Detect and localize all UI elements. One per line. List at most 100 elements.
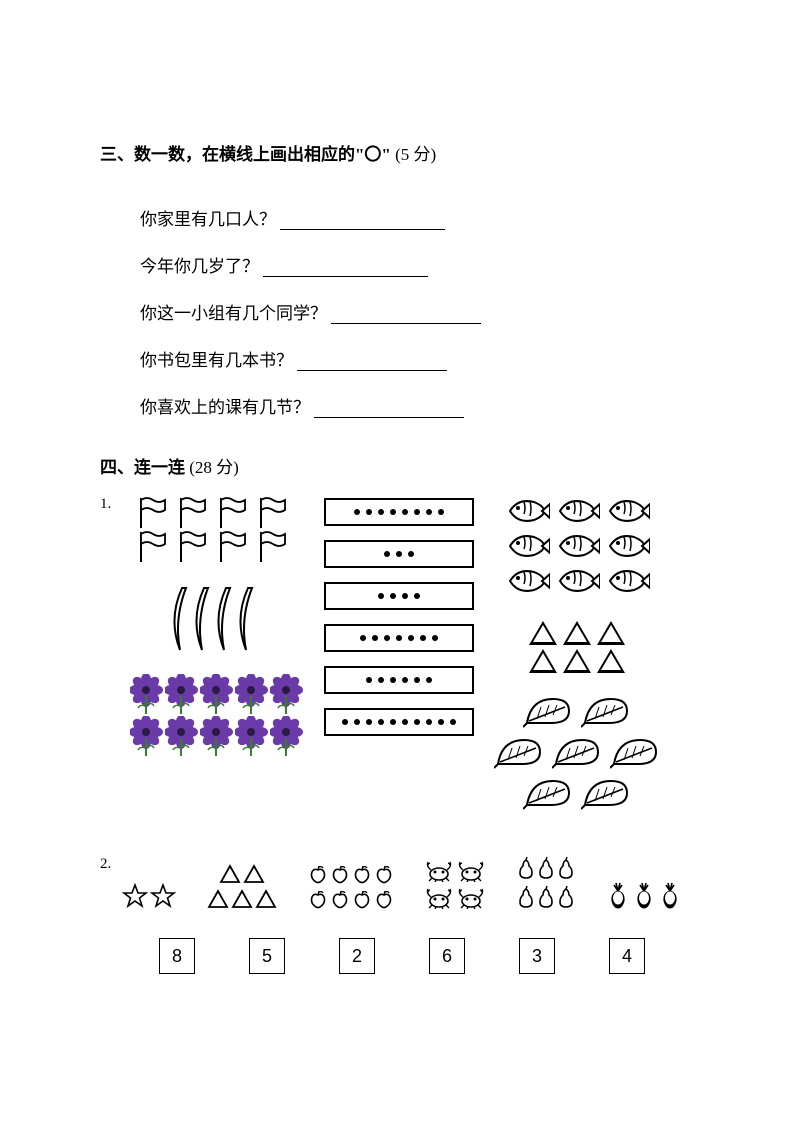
flower-row	[129, 716, 304, 758]
dot-icon	[378, 677, 384, 683]
dot-icon	[408, 551, 414, 557]
apple-icon	[352, 889, 372, 914]
flower-icon	[200, 674, 233, 716]
dot-icon	[378, 593, 384, 599]
dot-icon	[450, 719, 456, 725]
dot-icon	[378, 719, 384, 725]
fish-icon	[504, 531, 550, 566]
pear-icon	[517, 885, 535, 914]
question-line: 你家里有几口人？	[140, 205, 700, 230]
item-group-apple	[308, 864, 394, 914]
apple-icon	[308, 889, 328, 914]
dot-icon	[390, 677, 396, 683]
number-box: 5	[249, 938, 285, 974]
fish-icon	[604, 496, 650, 531]
dot-icon	[366, 509, 372, 515]
question-text: 你这一小组有几个同学？	[140, 299, 327, 324]
problem2-boxes-row: 852634	[122, 938, 682, 974]
item-row	[606, 881, 682, 914]
leaf-icon	[610, 734, 660, 775]
radish-icon	[606, 881, 630, 914]
triangle-icon	[597, 649, 625, 673]
section3-points: (5 分)	[395, 145, 436, 164]
leaf-row	[502, 693, 652, 734]
dot-box	[324, 666, 474, 694]
flower-icon	[200, 716, 233, 758]
triangle-icon	[563, 621, 591, 645]
apple-icon	[374, 864, 394, 889]
answer-blank[interactable]	[263, 259, 428, 277]
dot-icon	[342, 719, 348, 725]
crab-icon	[424, 887, 454, 914]
pear-icon	[557, 856, 575, 885]
item-row	[219, 864, 265, 889]
dot-box	[324, 582, 474, 610]
flower-icon	[270, 674, 303, 716]
leaf-icon	[494, 734, 544, 775]
problem-1: 1.	[100, 496, 700, 816]
section4-header: 四、连一连 (28 分)	[100, 453, 700, 478]
dot-icon	[420, 635, 426, 641]
question-text: 你家里有几口人？	[140, 205, 276, 230]
item-row	[517, 856, 575, 885]
dot-icon	[438, 719, 444, 725]
pear-icon	[537, 885, 555, 914]
problem-1-number: 1.	[100, 496, 118, 816]
radish-icon	[632, 881, 656, 914]
dot-icon	[396, 635, 402, 641]
dot-icon	[426, 677, 432, 683]
pear-icon	[537, 856, 555, 885]
question-line: 今年你几岁了？	[140, 252, 700, 277]
flag-icon	[137, 530, 175, 564]
triangle-icon	[207, 889, 229, 914]
answer-blank[interactable]	[297, 353, 447, 371]
flag-icon	[257, 496, 295, 530]
section4-title: 四、连一连	[100, 458, 185, 477]
problem1-left-column	[126, 496, 306, 816]
fish-icon	[504, 566, 550, 601]
dot-icon	[360, 635, 366, 641]
leaf-row	[502, 775, 652, 816]
item-group-crab	[424, 860, 486, 914]
triangle-icon	[231, 889, 253, 914]
dot-icon	[372, 635, 378, 641]
number-box: 8	[159, 938, 195, 974]
section3-header: 三、数一数，在横线上画出相应的"〇" (5 分)	[100, 140, 700, 165]
dot-icon	[402, 677, 408, 683]
banana-icon	[238, 584, 260, 654]
triangle-icon	[219, 864, 241, 889]
dot-icon	[384, 635, 390, 641]
leaf-icon	[523, 775, 573, 816]
problem2-content: 852634	[122, 856, 682, 974]
answer-blank[interactable]	[314, 400, 464, 418]
question-text: 今年你几岁了？	[140, 252, 259, 277]
dot-icon	[402, 593, 408, 599]
pear-icon	[557, 885, 575, 914]
dot-icon	[426, 719, 432, 725]
star-icon	[122, 883, 148, 914]
dot-icon	[414, 677, 420, 683]
dot-icon	[414, 719, 420, 725]
triangle-icon	[563, 649, 591, 673]
number-box: 2	[339, 938, 375, 974]
item-row	[207, 889, 277, 914]
problem-2: 2. 852634	[100, 856, 700, 974]
dot-icon	[390, 719, 396, 725]
leaf-icon	[581, 693, 631, 734]
apple-icon	[330, 864, 350, 889]
flag-icon	[217, 496, 255, 530]
dot-icon	[414, 509, 420, 515]
flag-icon	[137, 496, 175, 530]
question-line: 你喜欢上的课有几节？	[140, 393, 700, 418]
item-row	[308, 889, 394, 914]
answer-blank[interactable]	[331, 306, 481, 324]
item-group-pear	[517, 856, 575, 914]
triangles-group	[502, 619, 652, 675]
answer-blank[interactable]	[280, 212, 445, 230]
flags-group	[136, 496, 296, 564]
question-text: 你喜欢上的课有几节？	[140, 393, 310, 418]
item-row	[424, 887, 486, 914]
leaf-row	[502, 734, 652, 775]
question-line: 你书包里有几本书？	[140, 346, 700, 371]
item-group-triangle	[207, 864, 277, 914]
